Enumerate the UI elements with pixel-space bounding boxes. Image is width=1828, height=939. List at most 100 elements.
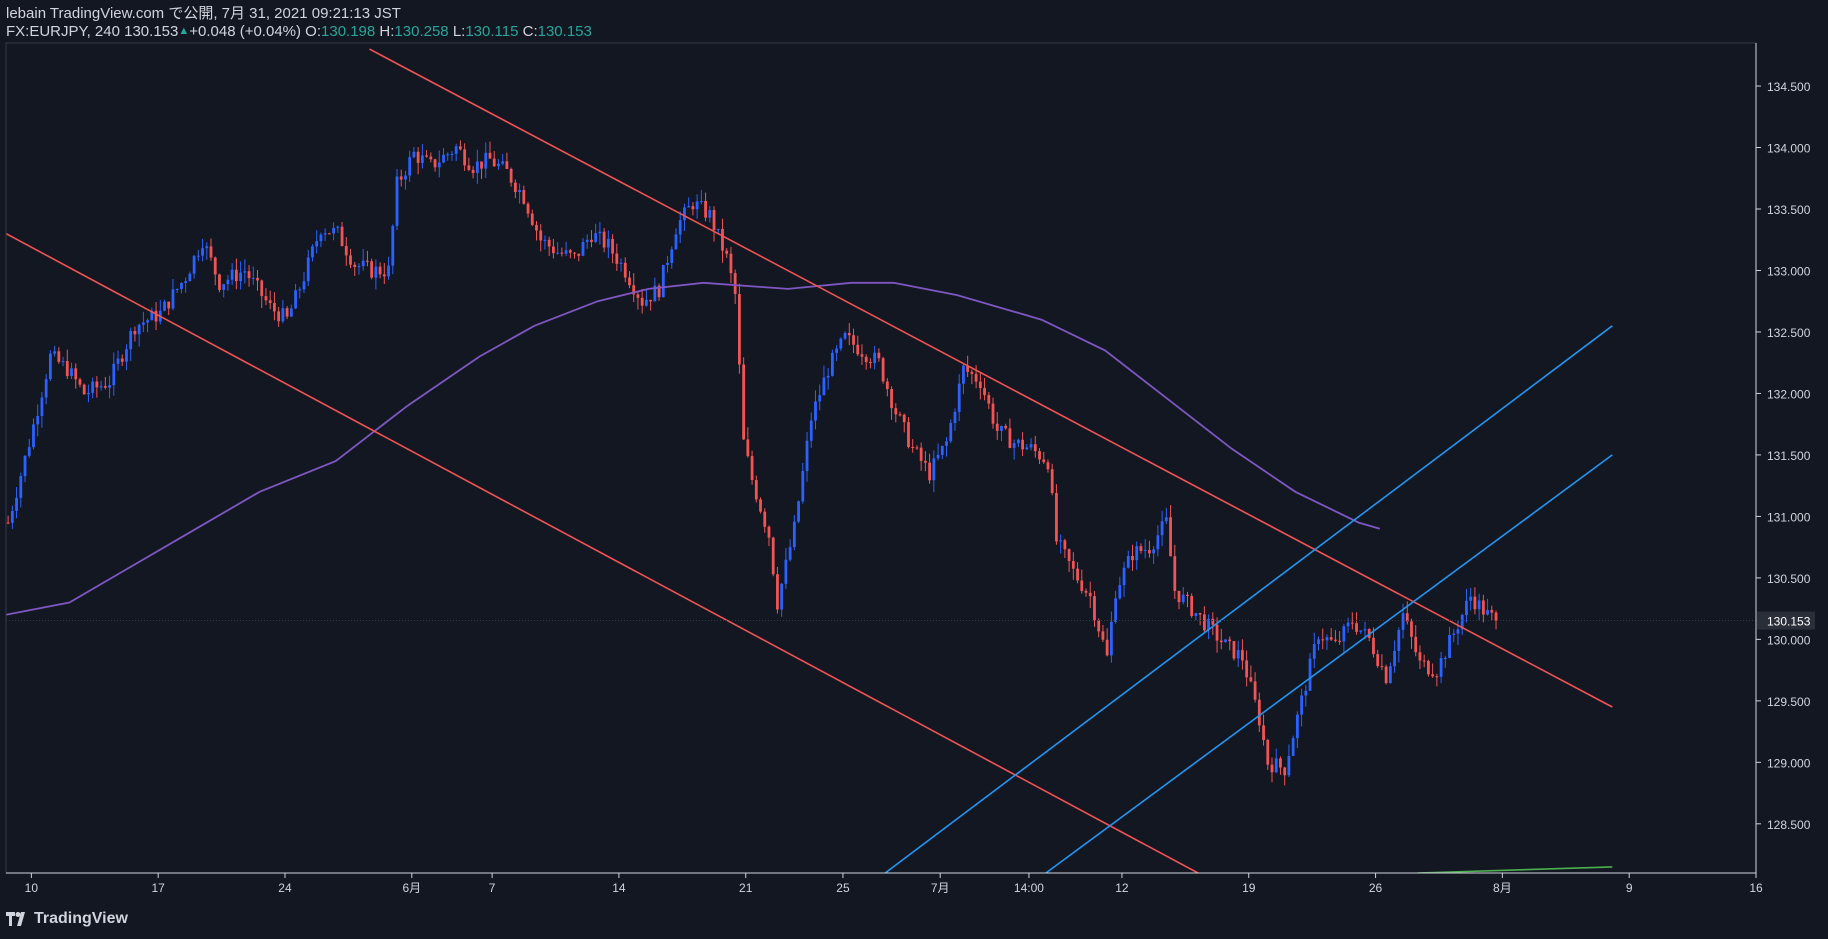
candle-body: [163, 301, 166, 311]
candle-body: [1012, 443, 1016, 448]
candle-body: [1283, 767, 1287, 776]
price-axis[interactable]: 128.500 129.000 129.500 130.000 130.500 131.0…: [1756, 80, 1815, 832]
series-line: [1045, 454, 1613, 873]
candle-body: [492, 158, 496, 167]
candle-body: [987, 395, 991, 404]
open-label: O:: [305, 23, 322, 40]
candle-body: [1186, 594, 1189, 597]
candle-body: [1093, 596, 1096, 621]
candle-body: [577, 253, 581, 256]
candle-body: [1401, 613, 1405, 630]
candle-body: [1126, 555, 1130, 568]
candle-body: [137, 324, 141, 335]
candle-body: [522, 189, 526, 204]
candle-body: [585, 239, 589, 243]
candle-body: [1262, 725, 1265, 740]
candle-body: [1109, 621, 1113, 656]
candle-body: [936, 454, 940, 459]
candle-body: [1059, 540, 1063, 542]
candle-body: [1194, 613, 1198, 617]
tradingview-logo-icon: [6, 912, 25, 926]
candle-body: [962, 365, 965, 384]
candle-body: [978, 381, 982, 389]
candle-body: [374, 266, 378, 278]
candle-body: [945, 441, 948, 446]
candle-body: [420, 155, 424, 163]
price-change: +0.048 (+0.04%): [189, 23, 301, 40]
time-tick-label: 19: [1242, 881, 1256, 895]
candle-body: [87, 392, 90, 395]
candle-body: [598, 231, 602, 234]
price-tick-label: 131.000: [1767, 510, 1811, 524]
price-tick-label: 130.500: [1767, 572, 1811, 586]
candle-body: [1279, 758, 1282, 768]
candle-body: [1076, 568, 1079, 581]
candle-body: [776, 574, 779, 610]
brand[interactable]: TradingView: [6, 910, 128, 928]
candle-body: [835, 348, 839, 353]
candle-body: [188, 273, 192, 282]
candle-body: [509, 168, 513, 183]
candle-body: [809, 420, 813, 441]
candle-body: [1173, 556, 1177, 591]
candle-body: [1050, 469, 1054, 494]
candle-body: [678, 220, 682, 235]
candle-body: [602, 231, 606, 248]
candle-body: [1067, 549, 1071, 562]
candle-body: [657, 285, 661, 298]
chart-frame: [5, 42, 1757, 874]
time-tick-label: 24: [278, 881, 292, 895]
candle-body: [294, 290, 297, 309]
candle-body: [788, 547, 792, 560]
candle-body: [560, 252, 564, 254]
candle-body: [281, 308, 285, 322]
candle-body: [814, 401, 817, 421]
high-value: 130.258: [394, 23, 449, 40]
close-label: C:: [522, 23, 538, 40]
candle-body: [53, 351, 57, 354]
candle-body: [103, 386, 107, 388]
candle-body: [251, 277, 255, 279]
candle-body: [1287, 755, 1291, 776]
symbol-label[interactable]: FX:EURJPY, 240: [6, 23, 120, 40]
candle-body: [1334, 639, 1337, 641]
candle-body: [48, 353, 52, 380]
candle-body: [27, 447, 31, 456]
candle-body: [370, 261, 374, 278]
candle-body: [1042, 459, 1046, 463]
candle-body: [192, 256, 196, 274]
candle-body: [213, 257, 217, 275]
plot-border: [5, 42, 1757, 874]
candle-body: [1325, 637, 1329, 641]
candle-body: [1414, 636, 1418, 653]
candle-body: [687, 206, 691, 208]
candles: [6, 140, 1498, 786]
price-tick-label: 129.500: [1767, 695, 1811, 709]
candle-body: [526, 203, 530, 214]
candle-body: [399, 176, 403, 180]
candle-body: [1080, 580, 1084, 591]
candle-body: [404, 175, 407, 180]
candle-body: [552, 246, 555, 254]
candle-body: [218, 274, 221, 290]
candle-body: [459, 146, 462, 150]
candle-body: [1016, 439, 1020, 444]
candle-body: [1114, 598, 1118, 622]
candle-body: [74, 368, 78, 380]
candle-body: [839, 338, 843, 349]
candle-body: [125, 349, 128, 362]
candle-body: [902, 414, 906, 423]
time-axis[interactable]: 10 17 24 6月 7 14 21 25 7月 14:00 12 19 26 8月 9 16: [25, 873, 1763, 895]
candle-body: [856, 344, 860, 355]
candle-body: [442, 154, 445, 163]
candle-body: [497, 163, 500, 167]
candle-body: [6, 522, 10, 524]
candle-body: [1465, 600, 1468, 616]
candle-body: [416, 151, 420, 163]
candle-body: [932, 458, 936, 481]
time-tick-label: 8月: [1493, 881, 1512, 895]
candle-body: [742, 364, 746, 440]
candle-body: [594, 233, 598, 242]
candle-body: [475, 161, 479, 174]
